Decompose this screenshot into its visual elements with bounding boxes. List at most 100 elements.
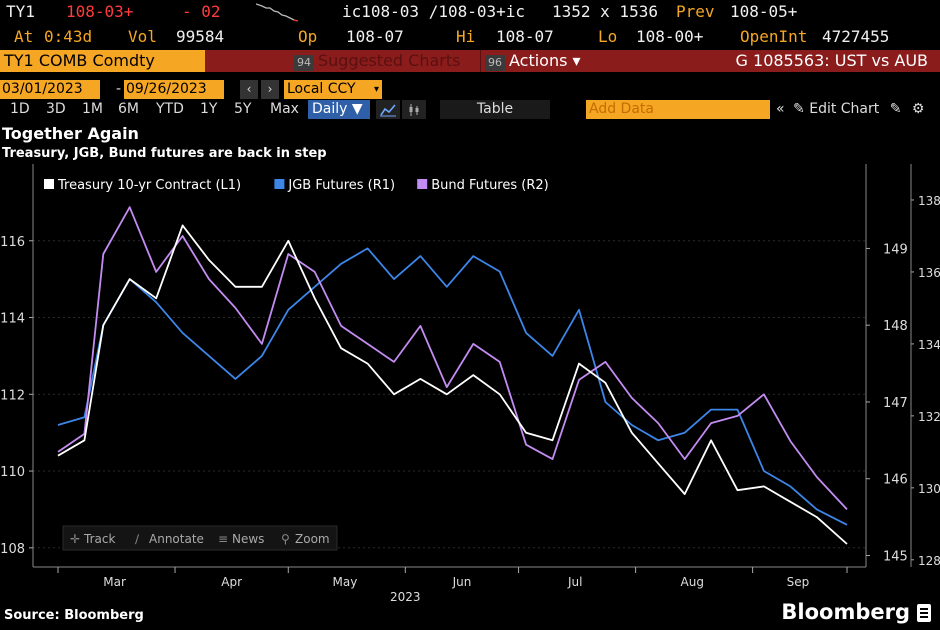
- x-tick-label: Apr: [221, 575, 242, 589]
- range-6m[interactable]: 6M: [118, 101, 139, 117]
- r2-tick-label: 138: [918, 194, 940, 208]
- bid-ask: ic108-03 /108-03+ic: [342, 2, 526, 21]
- track-icon: ✛: [70, 532, 80, 546]
- high-value: 108-07: [496, 27, 554, 46]
- chart-axes: 108 110 112 114 116 145 146 147 148 149 128 130 132 1…: [0, 164, 940, 604]
- range-bar: 1D 3D 1M 6M YTD 1Y 5Y Max Daily ▼ Table …: [0, 100, 940, 119]
- tool-annotate-label: Annotate: [149, 532, 204, 546]
- left-tick-label: 108: [0, 542, 25, 557]
- news-icon: ≡: [218, 532, 228, 546]
- x-tick-label: Jul: [567, 575, 582, 589]
- suggested-charts-label: Suggested Charts: [318, 51, 461, 70]
- r1-tick-label: 145: [883, 549, 908, 564]
- edit-chart-label: Edit Chart: [809, 101, 880, 117]
- prev-label: Prev: [676, 2, 715, 21]
- ticker[interactable]: TY1: [6, 2, 35, 21]
- low-label: Lo: [598, 27, 618, 46]
- x-tick-label: Sep: [787, 575, 810, 589]
- range-3d[interactable]: 3D: [46, 101, 66, 117]
- range-ytd[interactable]: YTD: [156, 101, 184, 117]
- frequency-select[interactable]: Daily ▼: [308, 100, 370, 119]
- quote-line-1: TY1 108-03+ - 02 ic108-03 /108-03+ic 135…: [0, 0, 940, 24]
- series-line-treasury: [57, 224, 848, 545]
- security-field[interactable]: TY1 COMB Comdty: [0, 50, 205, 72]
- x-tick-label: Jun: [452, 575, 472, 589]
- left-tick-label: 112: [0, 388, 25, 403]
- prev-period-button[interactable]: ‹: [240, 80, 258, 99]
- settings-icon[interactable]: ⚙: [911, 101, 925, 117]
- end-date-input[interactable]: 09/26/2023: [124, 80, 224, 99]
- series-line-bund: [57, 206, 848, 511]
- range-1d[interactable]: 1D: [10, 101, 30, 117]
- price-change: - 02: [182, 2, 221, 21]
- edit-icon[interactable]: ✎: [889, 101, 902, 117]
- series-line-jgb: [57, 247, 848, 526]
- line-chart-icon[interactable]: [376, 100, 400, 119]
- chart-tools: ✛ Track ∕ Annotate ≡ News ⚲ Zoom: [62, 525, 338, 551]
- actions-menu[interactable]: 96 Actions ▾: [480, 50, 592, 72]
- chart-legend: Treasury 10-yr Contract (L1) JGB Futures …: [44, 178, 549, 193]
- r2-tick-label: 132: [918, 410, 940, 424]
- range-1m[interactable]: 1M: [82, 101, 103, 117]
- r1-tick-label: 146: [883, 473, 908, 488]
- source-note: Source: Bloomberg: [4, 608, 144, 623]
- chart-subtitle: Treasury, JGB, Bund futures are back in …: [2, 146, 327, 161]
- tool-news-label: News: [232, 532, 264, 546]
- candlestick-icon[interactable]: [402, 100, 426, 119]
- next-period-button[interactable]: ›: [261, 80, 279, 99]
- tool-zoom-label: Zoom: [295, 532, 330, 546]
- bid-ask-size: 1352 x 1536: [552, 2, 658, 21]
- legend-label: Bund Futures (R2): [431, 178, 549, 193]
- r2-tick-label: 130: [918, 482, 940, 496]
- vol-value: 99584: [176, 27, 225, 46]
- chart-tools-strip: [62, 525, 338, 551]
- quote-line-2: At 0:43d Vol 99584 Op 108-07 Hi 108-07 L…: [0, 25, 940, 49]
- zoom-icon: ⚲: [281, 532, 290, 546]
- range-5y[interactable]: 5Y: [234, 101, 252, 117]
- annotate-icon: ∕: [135, 532, 140, 546]
- at-label: At: [14, 27, 34, 46]
- r2-tick-label: 128: [918, 554, 940, 568]
- bloomberg-logo: Bloomberg: [781, 600, 910, 624]
- tool-track-label: Track: [83, 532, 115, 546]
- openint-label: OpenInt: [740, 27, 808, 46]
- x-axis-label: 2023: [390, 590, 421, 604]
- left-tick-label: 114: [0, 312, 25, 327]
- security-bar: TY1 COMB Comdty 94 Suggested Charts 96 Act…: [0, 50, 940, 72]
- bloomberg-terminal-icon: [917, 604, 931, 622]
- chevron-down-icon: ▾: [373, 84, 379, 95]
- r2-tick-label: 136: [918, 266, 940, 280]
- at-time: 0:43d: [44, 27, 93, 46]
- legend-swatch: [274, 179, 285, 189]
- range-max[interactable]: Max: [270, 101, 299, 117]
- open-value: 108-07: [346, 27, 404, 46]
- actions-label: Actions ▾: [509, 51, 581, 70]
- legend-swatch: [44, 179, 54, 189]
- range-1y[interactable]: 1Y: [200, 101, 218, 117]
- open-label: Op: [298, 27, 318, 46]
- actions-number: 96: [485, 55, 505, 71]
- sparkline-icon: [256, 3, 299, 22]
- edit-chart-button[interactable]: « ✎ Edit Chart ✎ ⚙: [776, 100, 924, 119]
- prev-value: 108-05+: [730, 2, 798, 21]
- r1-tick-label: 148: [883, 319, 908, 334]
- left-tick-label: 116: [0, 235, 25, 250]
- chart-area[interactable]: 108 110 112 114 116 145 146 147 148 149 128 130 132 1…: [0, 164, 940, 606]
- start-date-input[interactable]: 03/01/2023: [0, 80, 100, 99]
- left-tick-label: 110: [0, 465, 25, 480]
- date-bar: 03/01/2023 - 09/26/2023 ‹ › Local CCY ▾: [0, 80, 940, 99]
- x-tick-label: Mar: [103, 575, 126, 589]
- suggested-number: 94: [294, 55, 314, 71]
- currency-select[interactable]: Local CCY ▾: [284, 80, 382, 99]
- vol-label: Vol: [128, 27, 157, 46]
- table-button[interactable]: Table: [440, 100, 550, 119]
- add-data-input[interactable]: Add Data: [586, 100, 770, 119]
- last-price: 108-03+: [66, 2, 134, 21]
- x-tick-label: May: [333, 575, 358, 589]
- suggested-charts-button[interactable]: 94 Suggested Charts: [290, 50, 478, 72]
- chart-grid: [33, 240, 866, 549]
- legend-label: JGB Futures (R1): [287, 178, 395, 193]
- x-tick-label: Aug: [681, 575, 704, 589]
- r1-tick-label: 149: [883, 242, 908, 257]
- chart-series: [57, 206, 848, 545]
